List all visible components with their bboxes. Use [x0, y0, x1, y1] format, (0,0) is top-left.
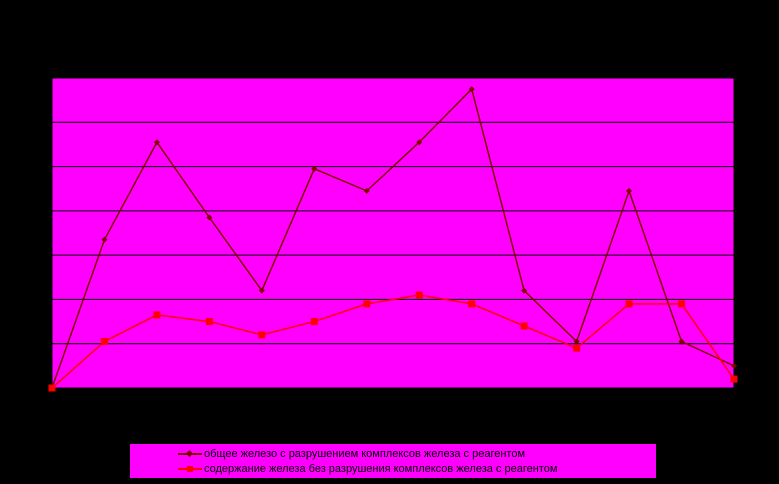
- series-layer: [48, 86, 738, 392]
- series-1-point: [153, 139, 160, 146]
- series-2-point: [310, 318, 318, 326]
- series-2-point: [258, 331, 266, 339]
- series-1-line: [51, 87, 735, 389]
- series-1-point: [468, 86, 475, 93]
- legend-label-series-1: общее железо с разрушением комплексов же…: [204, 448, 526, 460]
- series-1-point: [363, 187, 370, 194]
- series-1-point: [678, 338, 685, 345]
- series-1-point: [206, 214, 213, 221]
- series-1-point: [416, 139, 423, 146]
- series-2-point: [153, 311, 161, 319]
- series-2-point: [625, 300, 633, 308]
- series-2-line: [51, 294, 735, 389]
- series-1-point: [258, 287, 265, 294]
- series-2-point: [573, 344, 581, 352]
- series-2-point: [205, 318, 213, 326]
- legend-item-series-1: общее железо с разрушением комплексов же…: [178, 447, 525, 461]
- series-1-point: [101, 236, 108, 243]
- series-2-point: [520, 322, 528, 330]
- series-2-point: [415, 291, 423, 299]
- legend-label-series-2: содержание железа без разрушения комплек…: [204, 463, 558, 475]
- series-1: [49, 86, 737, 391]
- plot-area: [51, 77, 735, 389]
- series-1-point: [626, 187, 633, 194]
- series-2-point: [48, 384, 56, 392]
- series-2-point: [363, 300, 371, 308]
- series-2-point: [468, 300, 476, 308]
- legend-swatch-series-2: [178, 462, 202, 476]
- series-2: [48, 291, 738, 392]
- series-1-point: [311, 165, 318, 172]
- legend: общее железо с разрушением комплексов же…: [130, 444, 656, 478]
- legend-swatch-series-1: [178, 447, 202, 461]
- series-2-point: [100, 338, 108, 345]
- legend-item-series-2: содержание железа без разрушения комплек…: [178, 462, 557, 476]
- series-1-point: [521, 287, 528, 294]
- series-2-point: [730, 375, 738, 383]
- series-1-point: [731, 362, 737, 369]
- series-1-point: [573, 338, 580, 345]
- series-2-point: [678, 300, 686, 308]
